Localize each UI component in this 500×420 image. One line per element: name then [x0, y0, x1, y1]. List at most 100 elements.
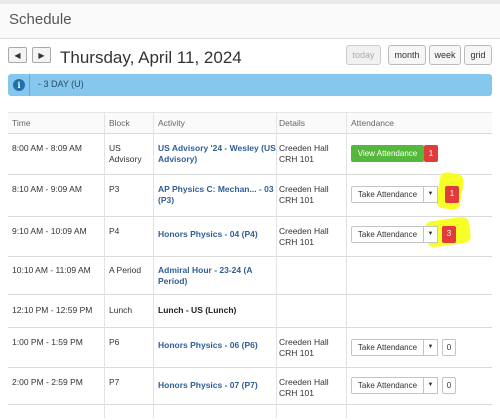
- row-time: 9:10 AM - 10:09 AM: [12, 226, 87, 236]
- activity-line: Honors Physics - 07 (P7): [158, 380, 258, 390]
- details-line: CRH 101: [279, 237, 314, 247]
- block-line: Advisory: [109, 154, 142, 164]
- caret-down-icon: ▼: [427, 344, 434, 350]
- top-border: [0, 0, 500, 4]
- row-details: Creeden Hall CRH 101: [279, 143, 343, 165]
- page-title: Schedule: [9, 11, 72, 28]
- table-row: 8:00 AM - 8:09 AM US Advisory US Advisor…: [8, 133, 492, 174]
- activity-line: US Advisory '24 - Wesley (US: [158, 143, 276, 153]
- row-block: P4: [109, 226, 153, 237]
- column-divider: [104, 112, 105, 418]
- arrow-left-icon: ◀: [14, 51, 21, 60]
- attendance-dropdown-toggle[interactable]: ▼: [424, 186, 438, 203]
- row-details: Creeden Hall CRH 101: [279, 226, 343, 248]
- table-row: 12:10 PM - 12:59 PM Lunch Lunch - US (Lu…: [8, 294, 492, 327]
- header-bar: Schedule: [0, 4, 500, 39]
- week-view-button[interactable]: week: [429, 45, 461, 65]
- activity-label: Lunch - US (Lunch): [158, 305, 276, 316]
- column-divider: [153, 112, 154, 418]
- caret-down-icon: ▼: [427, 191, 434, 197]
- row-block: Lunch: [109, 305, 153, 316]
- column-header-time: Time: [12, 118, 31, 128]
- attendance-count-badge[interactable]: 0: [442, 377, 456, 394]
- column-header-block: Block: [109, 118, 130, 128]
- activity-line: Advisory): [158, 154, 198, 164]
- attendance-count-badge[interactable]: 1: [445, 186, 459, 203]
- banner-divider: [29, 74, 30, 96]
- row-block: P3: [109, 184, 153, 195]
- activity-line: Period): [158, 276, 188, 286]
- grid-view-button[interactable]: grid: [464, 45, 492, 65]
- row-time: 1:00 PM - 1:59 PM: [12, 337, 83, 347]
- details-line: Creeden Hall: [279, 143, 329, 153]
- activity-line: Honors Physics - 06 (P6): [158, 340, 258, 350]
- activity-line: Honors Physics - 04 (P4): [158, 229, 258, 239]
- month-view-button[interactable]: month: [388, 45, 426, 65]
- details-line: Creeden Hall: [279, 226, 329, 236]
- block-line: Lunch: [109, 305, 133, 315]
- row-details: Creeden Hall CRH 101: [279, 377, 343, 399]
- block-line: A Period: [109, 265, 142, 275]
- details-line: Creeden Hall: [279, 337, 329, 347]
- row-time: 12:10 PM - 12:59 PM: [12, 305, 93, 315]
- column-header-activity: Activity: [158, 118, 185, 128]
- details-line: Creeden Hall: [279, 184, 329, 194]
- take-attendance-button[interactable]: Take Attendance: [351, 186, 424, 203]
- day-label: - 3 DAY (U): [38, 79, 84, 89]
- today-button[interactable]: today: [346, 45, 381, 65]
- next-day-button[interactable]: ▶: [32, 47, 51, 63]
- block-line: P6: [109, 337, 120, 347]
- block-line: P4: [109, 226, 120, 236]
- caret-down-icon: ▼: [427, 382, 434, 388]
- activity-link[interactable]: Honors Physics - 04 (P4): [158, 229, 276, 240]
- column-divider: [346, 112, 347, 418]
- activity-line: (P3): [158, 195, 175, 205]
- row-block: US Advisory: [109, 143, 153, 165]
- activity-line: AP Physics C: Mechan... - 03: [158, 184, 274, 194]
- table-row: 10:10 AM - 11:09 AM A Period Admiral Hou…: [8, 256, 492, 294]
- table-row: 9:10 AM - 10:09 AM P4 Honors Physics - 0…: [8, 216, 492, 256]
- row-time: 8:10 AM - 9:09 AM: [12, 184, 82, 194]
- details-line: CRH 101: [279, 388, 314, 398]
- row-time: 2:00 PM - 2:59 PM: [12, 377, 83, 387]
- attendance-count-badge[interactable]: 3: [442, 226, 456, 243]
- day-banner: i - 3 DAY (U): [8, 74, 492, 96]
- table-header: Time Block Activity Details Attendance: [8, 112, 492, 133]
- row-block: P6: [109, 337, 153, 348]
- activity-link[interactable]: AP Physics C: Mechan... - 03 (P3): [158, 184, 276, 206]
- activity-link[interactable]: US Advisory '24 - Wesley (US Advisory): [158, 143, 276, 165]
- table-row: 1:00 PM - 1:59 PM P6 Honors Physics - 06…: [8, 327, 492, 367]
- details-line: CRH 101: [279, 348, 314, 358]
- attendance-dropdown-toggle[interactable]: ▼: [424, 226, 438, 243]
- take-attendance-button[interactable]: Take Attendance: [351, 377, 424, 394]
- activity-link[interactable]: Honors Physics - 07 (P7): [158, 380, 276, 391]
- row-block: A Period: [109, 265, 153, 276]
- take-attendance-button[interactable]: Take Attendance: [351, 339, 424, 356]
- row-time: 10:10 AM - 11:09 AM: [12, 265, 91, 275]
- column-header-details: Details: [279, 118, 305, 128]
- attendance-count-badge[interactable]: 0: [442, 339, 456, 356]
- details-line: CRH 101: [279, 195, 314, 205]
- table-row: 2:00 PM - 2:59 PM P7 Honors Physics - 07…: [8, 367, 492, 405]
- prev-day-button[interactable]: ◀: [8, 47, 27, 63]
- table-row: 8:10 AM - 9:09 AM P3 AP Physics C: Mecha…: [8, 171, 492, 216]
- details-line: CRH 101: [279, 154, 314, 164]
- row-details: Creeden Hall CRH 101: [279, 184, 343, 206]
- activity-link[interactable]: Honors Physics - 06 (P6): [158, 340, 276, 351]
- activity-line: Lunch - US (Lunch): [158, 305, 237, 315]
- caret-down-icon: ▼: [427, 231, 434, 237]
- row-time: 8:00 AM - 8:09 AM: [12, 143, 82, 153]
- attendance-dropdown-toggle[interactable]: ▼: [424, 339, 438, 356]
- row-details: Creeden Hall CRH 101: [279, 337, 343, 359]
- activity-link[interactable]: Admiral Hour - 23-24 (A Period): [158, 265, 276, 287]
- view-attendance-button[interactable]: View Attendance: [351, 145, 424, 162]
- column-divider: [276, 112, 277, 418]
- block-line: US: [109, 143, 121, 153]
- schedule-table: Time Block Activity Details Attendance 8…: [8, 112, 492, 418]
- row-block: P7: [109, 377, 153, 388]
- take-attendance-button[interactable]: Take Attendance: [351, 226, 424, 243]
- arrow-right-icon: ▶: [38, 51, 45, 60]
- attendance-count-badge[interactable]: 1: [424, 145, 438, 162]
- activity-line: Admiral Hour - 23-24 (A: [158, 265, 253, 275]
- attendance-dropdown-toggle[interactable]: ▼: [424, 377, 438, 394]
